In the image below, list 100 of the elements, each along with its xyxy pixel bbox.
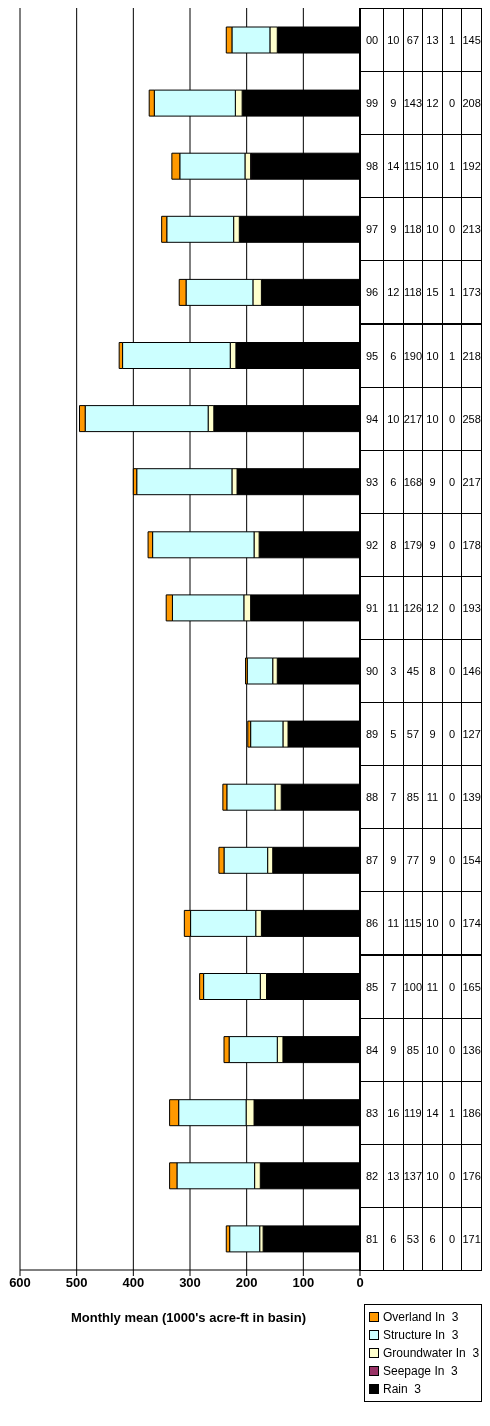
data-label: 3 bbox=[383, 639, 404, 704]
data-label: 11 bbox=[383, 891, 404, 956]
y-tick-label: 95 bbox=[359, 323, 384, 388]
data-label: 0 bbox=[441, 71, 463, 136]
data-label: 10 bbox=[422, 891, 443, 956]
y-tick-label: 86 bbox=[359, 891, 384, 956]
y-tick-label: 82 bbox=[359, 1143, 384, 1208]
data-label: 0 bbox=[441, 1017, 463, 1082]
y-tick-label: 91 bbox=[359, 575, 384, 640]
data-label: 118 bbox=[402, 260, 424, 325]
data-label: 115 bbox=[402, 134, 424, 199]
data-label: 0 bbox=[441, 765, 463, 830]
data-label: 192 bbox=[461, 134, 482, 199]
x-tick-label: 100 bbox=[292, 1275, 315, 1291]
data-label: 0 bbox=[441, 575, 463, 640]
x-tick-label: 400 bbox=[122, 1275, 145, 1291]
data-label: 0 bbox=[441, 197, 463, 262]
data-label: 173 bbox=[461, 260, 482, 325]
data-label: 118 bbox=[402, 197, 424, 262]
y-tick-label: 00 bbox=[359, 8, 384, 73]
data-label: 1 bbox=[441, 8, 463, 73]
data-label: 176 bbox=[461, 1143, 482, 1208]
data-label: 0 bbox=[441, 639, 463, 704]
x-tick-label: 0 bbox=[356, 1275, 364, 1291]
y-tick-label: 92 bbox=[359, 512, 384, 577]
legend-label: Overland In 3 bbox=[383, 1310, 459, 1324]
y-tick-label: 83 bbox=[359, 1080, 384, 1145]
y-tick-label: 97 bbox=[359, 197, 384, 262]
x-axis-title: Monthly mean (1000's acre-ft in basin) bbox=[70, 1310, 307, 1325]
data-label: 146 bbox=[461, 639, 482, 704]
data-label: 12 bbox=[422, 71, 443, 136]
data-label: 9 bbox=[383, 1017, 404, 1082]
data-label: 6 bbox=[383, 449, 404, 514]
data-label: 127 bbox=[461, 702, 482, 767]
data-label: 85 bbox=[402, 1017, 424, 1082]
data-label: 190 bbox=[402, 323, 424, 388]
data-label: 1 bbox=[441, 134, 463, 199]
y-tick-label: 89 bbox=[359, 702, 384, 767]
data-label: 178 bbox=[461, 512, 482, 577]
y-tick-label: 99 bbox=[359, 71, 384, 136]
data-label: 0 bbox=[441, 449, 463, 514]
data-label: 137 bbox=[402, 1143, 424, 1208]
data-label: 154 bbox=[461, 828, 482, 893]
data-label: 1 bbox=[441, 1080, 463, 1145]
legend-label: Groundwater In 3 bbox=[383, 1346, 480, 1360]
data-label: 0 bbox=[441, 1143, 463, 1208]
data-label: 10 bbox=[383, 8, 404, 73]
data-label: 208 bbox=[461, 71, 482, 136]
data-label: 119 bbox=[402, 1080, 424, 1145]
data-label: 9 bbox=[383, 197, 404, 262]
x-tick-label: 200 bbox=[235, 1275, 258, 1291]
data-label: 10 bbox=[422, 1143, 443, 1208]
data-label: 53 bbox=[402, 1206, 424, 1271]
data-label: 143 bbox=[402, 71, 424, 136]
data-label: 213 bbox=[461, 197, 482, 262]
data-label: 10 bbox=[422, 386, 443, 451]
y-tick-label: 96 bbox=[359, 260, 384, 325]
data-label: 6 bbox=[383, 323, 404, 388]
data-label: 85 bbox=[402, 765, 424, 830]
y-tick-label: 85 bbox=[359, 954, 384, 1019]
data-label: 6 bbox=[422, 1206, 443, 1271]
y-tick-label: 84 bbox=[359, 1017, 384, 1082]
data-label: 8 bbox=[383, 512, 404, 577]
y-tick-label: 81 bbox=[359, 1206, 384, 1271]
data-label: 0 bbox=[441, 386, 463, 451]
y-tick-label: 94 bbox=[359, 386, 384, 451]
data-label: 193 bbox=[461, 575, 482, 640]
data-label: 179 bbox=[402, 512, 424, 577]
data-label: 9 bbox=[422, 828, 443, 893]
data-label: 217 bbox=[402, 386, 424, 451]
data-label: 10 bbox=[383, 386, 404, 451]
x-tick-label: 300 bbox=[179, 1275, 201, 1291]
data-label: 9 bbox=[383, 71, 404, 136]
data-label: 12 bbox=[422, 575, 443, 640]
data-label: 9 bbox=[383, 828, 404, 893]
legend-label: Rain 3 bbox=[383, 1382, 422, 1396]
y-tick-label: 98 bbox=[359, 134, 384, 199]
y-tick-label: 93 bbox=[359, 449, 384, 514]
data-label: 0 bbox=[441, 512, 463, 577]
data-label: 258 bbox=[461, 386, 482, 451]
data-label: 174 bbox=[461, 891, 482, 956]
data-label: 45 bbox=[402, 639, 424, 704]
data-label: 0 bbox=[441, 702, 463, 767]
data-label: 13 bbox=[383, 1143, 404, 1208]
data-label: 6 bbox=[383, 1206, 404, 1271]
data-label: 126 bbox=[402, 575, 424, 640]
data-label: 0 bbox=[441, 954, 463, 1019]
data-label: 9 bbox=[422, 512, 443, 577]
data-label: 9 bbox=[422, 449, 443, 514]
data-label: 10 bbox=[422, 1017, 443, 1082]
data-label: 1 bbox=[441, 323, 463, 388]
data-label: 15 bbox=[422, 260, 443, 325]
data-label: 14 bbox=[383, 134, 404, 199]
data-label: 165 bbox=[461, 954, 482, 1019]
data-label: 218 bbox=[461, 323, 482, 388]
x-tick-label: 600 bbox=[9, 1275, 31, 1291]
data-label: 7 bbox=[383, 954, 404, 1019]
data-label: 11 bbox=[383, 575, 404, 640]
data-label: 145 bbox=[461, 8, 482, 73]
x-tick-label: 500 bbox=[65, 1275, 88, 1291]
